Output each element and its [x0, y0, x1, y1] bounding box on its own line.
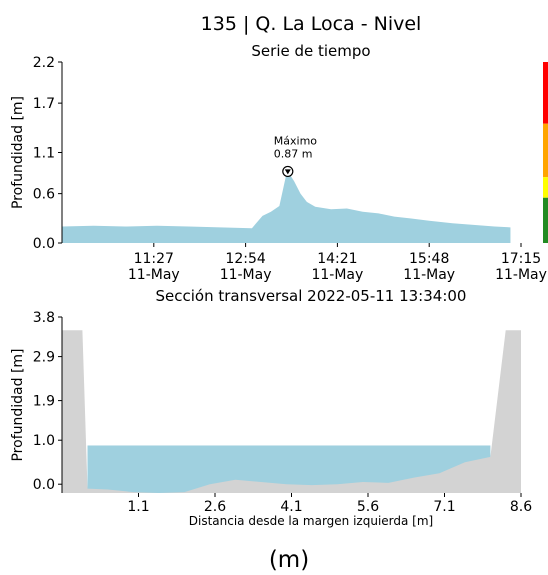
cross-section-xlabel: Distancia desde la margen izquierda [m] [189, 514, 433, 528]
time-series-ytick-label: 0.0 [33, 236, 55, 252]
terrain-area [62, 330, 521, 493]
figure-title: 135 | Q. La Loca - Nivel [201, 13, 422, 35]
alert-level-orange [543, 123, 548, 178]
time-series-ytick-label: 0.6 [33, 187, 55, 203]
alert-level-red [543, 62, 548, 124]
cross-section-ytick-label: 3.8 [33, 310, 55, 326]
time-series-xtick-time: 15:48 [409, 251, 449, 267]
alert-level-green [543, 197, 548, 243]
max-annotation-value: 0.87 m [274, 147, 313, 160]
cross-section-xtick-label: 2.6 [204, 499, 226, 515]
time-series-xtick-date: 11-May [495, 267, 547, 283]
time-series-xtick-date: 11-May [311, 267, 363, 283]
time-series-xtick-time: 17:15 [501, 251, 541, 267]
cross-section-chart: Sección transversal 2022-05-11 13:34:00 P… [10, 287, 532, 528]
cross-section-ylabel: Profundidad [m] [10, 348, 26, 461]
cross-section-xtick-label: 8.6 [510, 499, 532, 515]
cross-section-xtick-label: 7.1 [433, 499, 455, 515]
cross-section-ytick-label: 1.9 [33, 394, 55, 410]
cross-section-xtick-label: 5.6 [357, 499, 379, 515]
cross-section-xtick-label: 4.1 [280, 499, 302, 515]
time-series-area [62, 171, 511, 243]
max-marker-arrow-icon [284, 169, 291, 175]
panel-label: (m) [269, 547, 309, 573]
time-series-xtick-time: 12:54 [225, 251, 265, 267]
alert-level-yellow [543, 177, 548, 198]
cross-section-ytick-label: 2.9 [33, 350, 55, 366]
cross-section-title: Sección transversal 2022-05-11 13:34:00 [156, 287, 467, 305]
time-series-ytick-label: 1.7 [33, 96, 55, 112]
cross-section-xtick-label: 1.1 [127, 499, 149, 515]
time-series-xtick-time: 14:21 [317, 251, 357, 267]
time-series-xtick-time: 11:27 [134, 251, 174, 267]
max-annotation-label: Máximo [274, 134, 318, 147]
time-series-xtick-date: 11-May [403, 267, 455, 283]
time-series-title: Serie de tiempo [251, 42, 370, 60]
time-series-xtick-date: 11-May [128, 267, 180, 283]
cross-section-ytick-label: 0.0 [33, 477, 55, 493]
time-series-xtick-date: 11-May [220, 267, 272, 283]
time-series-ylabel: Profundidad [m] [10, 96, 26, 209]
time-series-ytick-label: 2.2 [33, 55, 55, 71]
time-series-ytick-label: 1.1 [33, 146, 55, 162]
time-series-chart: Serie de tiempo Profundidad [m] 0.0 0.6 1.1 1… [10, 42, 548, 283]
cross-section-ytick-label: 1.0 [33, 433, 55, 449]
